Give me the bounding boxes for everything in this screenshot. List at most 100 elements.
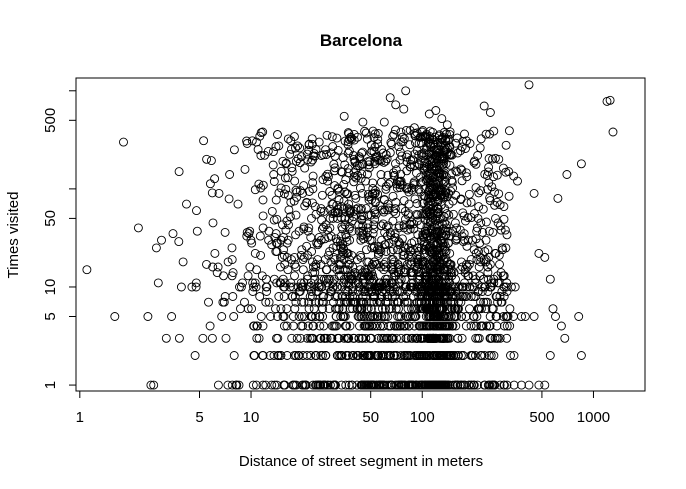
data-point [303, 321, 313, 331]
data-point [278, 156, 288, 166]
data-point [498, 312, 508, 321]
data-point [336, 231, 346, 241]
data-point [279, 245, 288, 255]
data-point [560, 333, 570, 343]
data-point [399, 268, 409, 278]
data-point [340, 312, 350, 321]
data-point [445, 321, 455, 331]
data-point [399, 351, 409, 360]
data-point [389, 129, 399, 139]
data-point [343, 287, 353, 296]
data-point [431, 255, 441, 265]
data-point [388, 131, 398, 141]
data-point [306, 232, 316, 242]
data-point [437, 114, 447, 124]
data-point [353, 132, 362, 142]
data-point [443, 333, 453, 343]
data-point [384, 380, 394, 390]
data-point [419, 240, 429, 250]
data-point [372, 380, 382, 390]
data-point [422, 159, 432, 169]
data-point [492, 312, 502, 321]
data-point [485, 129, 495, 139]
data-point [424, 134, 434, 144]
data-point [490, 153, 500, 163]
data-point [220, 227, 230, 237]
data-point [229, 351, 239, 360]
data-point [334, 271, 344, 281]
data-point [324, 232, 334, 242]
data-point [331, 207, 340, 217]
data-point [270, 232, 280, 242]
data-point [357, 148, 367, 158]
data-point [441, 351, 451, 360]
data-point [465, 282, 475, 292]
data-point [510, 282, 520, 292]
data-point [448, 209, 458, 219]
data-point [495, 380, 505, 390]
data-point [446, 292, 456, 301]
data-point [321, 171, 331, 181]
data-point [276, 235, 286, 245]
data-point [431, 179, 441, 189]
data-point [190, 351, 200, 360]
data-point [308, 171, 318, 181]
data-point [330, 181, 340, 191]
data-point [476, 257, 486, 267]
data-point [415, 321, 425, 331]
data-point [329, 252, 339, 262]
data-point [331, 304, 340, 314]
data-point [344, 259, 354, 269]
data-point [243, 271, 253, 281]
data-point [205, 321, 215, 331]
data-point [506, 351, 515, 360]
data-point [461, 321, 471, 331]
data-point [284, 205, 294, 215]
data-point [272, 247, 282, 256]
data-point [304, 223, 314, 233]
data-point [463, 213, 473, 223]
data-point [576, 159, 586, 169]
data-point [361, 176, 371, 186]
data-point [324, 292, 334, 301]
data-point [359, 211, 368, 221]
data-point [414, 292, 424, 301]
data-point [297, 312, 307, 321]
data-point [311, 262, 321, 272]
data-point [391, 197, 401, 207]
data-point [416, 243, 426, 253]
data-point [339, 179, 349, 189]
data-point [478, 227, 488, 237]
data-point [221, 333, 231, 343]
data-point [274, 188, 284, 198]
data-point [342, 321, 352, 331]
data-point [429, 232, 439, 242]
data-point [407, 380, 416, 390]
data-point [240, 164, 250, 174]
data-point [407, 250, 417, 260]
data-point [360, 287, 370, 296]
data-point [269, 351, 279, 360]
data-point [424, 321, 434, 331]
data-point [476, 351, 486, 360]
data-point [492, 197, 502, 207]
data-point [495, 292, 505, 301]
x-tick-label: 1 [76, 409, 84, 426]
data-point [439, 271, 449, 281]
data-point [308, 178, 318, 188]
data-point [174, 237, 184, 247]
data-point [394, 274, 404, 284]
data-point [487, 304, 497, 314]
data-point [540, 252, 550, 262]
data-point [401, 321, 411, 331]
x-axis-label: Distance of street segment in meters [239, 453, 483, 470]
data-point [339, 333, 349, 343]
data-point [445, 231, 455, 241]
data-point [358, 226, 368, 236]
data-point [328, 142, 338, 152]
data-point [491, 213, 500, 223]
data-point [362, 227, 372, 237]
data-point [494, 250, 504, 260]
data-point [378, 321, 388, 331]
data-point [396, 137, 406, 147]
